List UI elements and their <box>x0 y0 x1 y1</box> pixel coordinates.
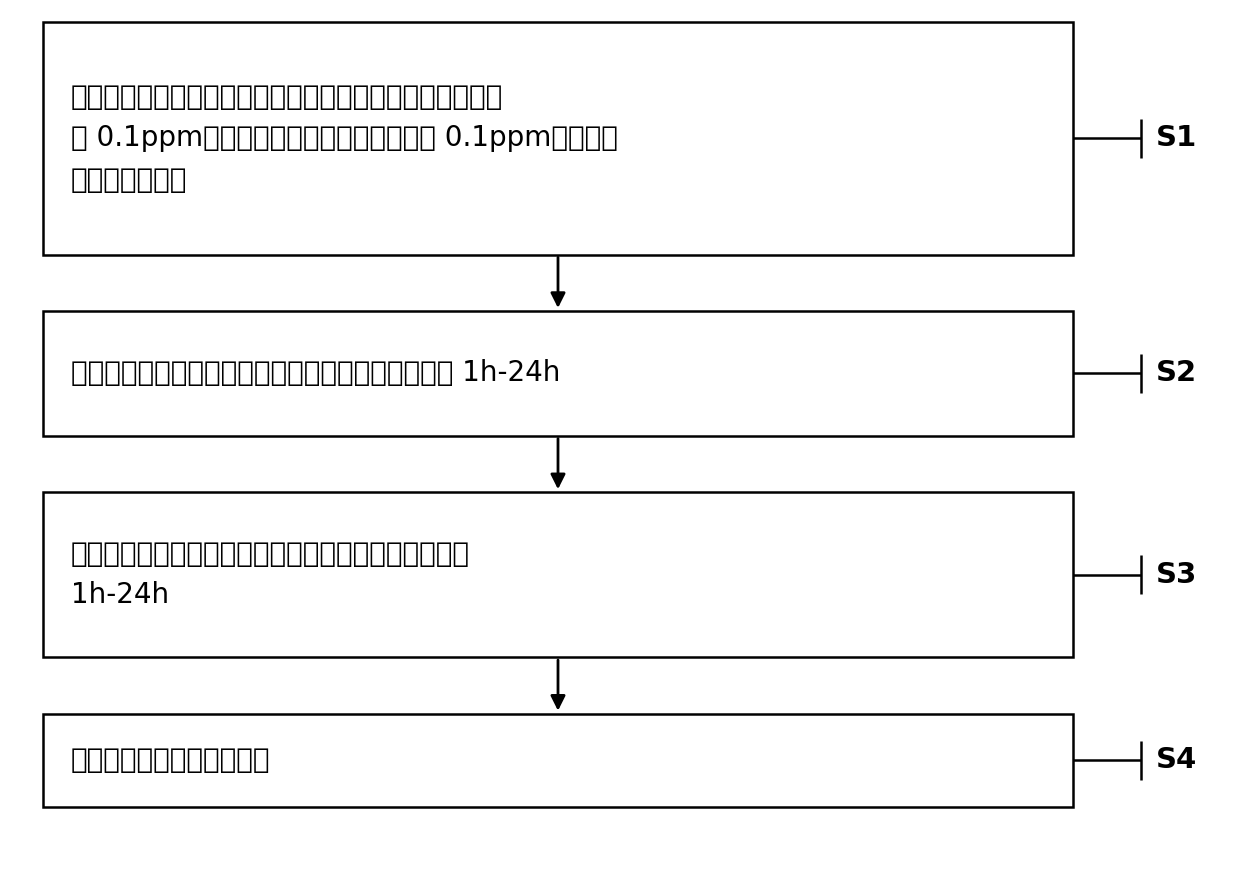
Text: S2: S2 <box>1156 359 1197 388</box>
Text: S3: S3 <box>1156 561 1197 588</box>
Bar <box>43 311 1073 436</box>
Text: S1: S1 <box>1156 124 1197 153</box>
Text: 取出光催化剂并洗净、晾干: 取出光催化剂并洗净、晾干 <box>71 747 270 774</box>
Text: 将光催化剂先放入铜离子溶液，用紫外光源持续照射 1h-24h: 将光催化剂先放入铜离子溶液，用紫外光源持续照射 1h-24h <box>71 359 560 388</box>
Bar <box>43 492 1073 657</box>
Bar <box>43 22 1073 255</box>
Text: 将光催化剂再放入银离子溶液中，用紫外光源持续照射
1h-24h: 将光催化剂再放入银离子溶液中，用紫外光源持续照射 1h-24h <box>71 540 470 609</box>
Text: S4: S4 <box>1156 747 1197 774</box>
Text: 制备铜离子溶液和银离子溶液，铜离子溶液中铜离子浓度大
于 0.1ppm，银离子溶液中银离子浓度大于 0.1ppm，分别放
置不同的容器中: 制备铜离子溶液和银离子溶液，铜离子溶液中铜离子浓度大 于 0.1ppm，银离子溶… <box>71 83 618 194</box>
Bar <box>43 714 1073 807</box>
